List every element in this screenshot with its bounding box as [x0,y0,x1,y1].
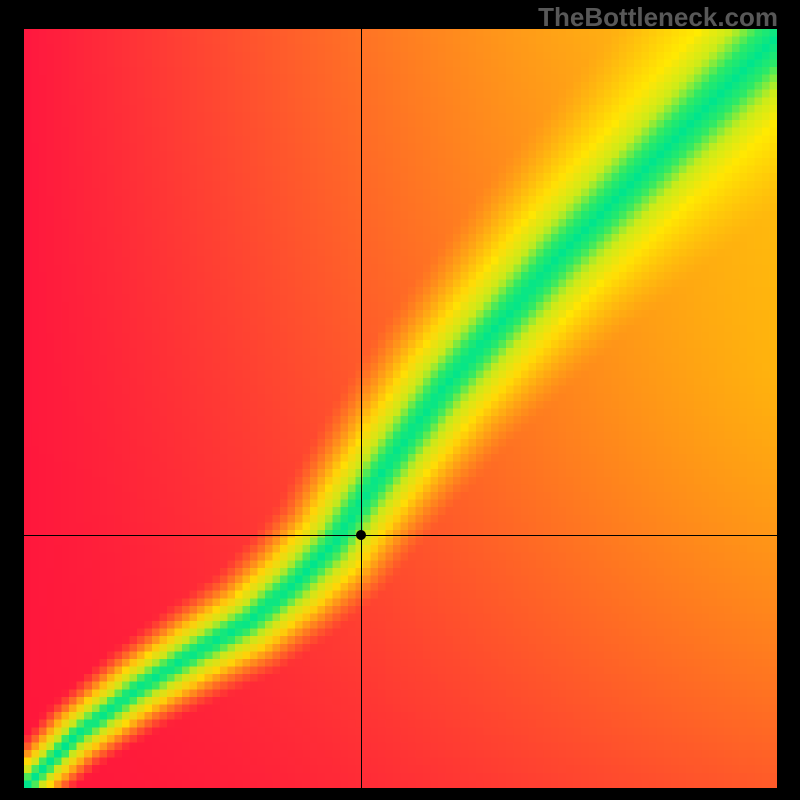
crosshair-marker [356,530,366,540]
heatmap-canvas [24,29,777,788]
watermark-text: TheBottleneck.com [538,2,778,33]
crosshair-vertical [361,29,362,788]
bottleneck-heatmap: TheBottleneck.com [0,0,800,800]
crosshair-horizontal [24,535,777,536]
